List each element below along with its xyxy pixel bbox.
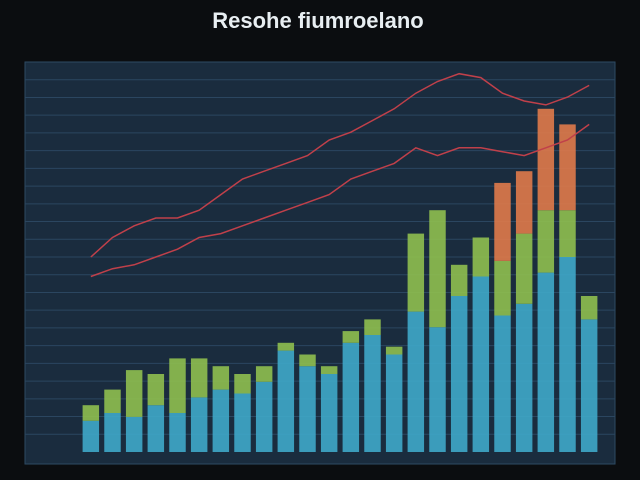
- bar-segment: [429, 327, 446, 452]
- bar-segment: [472, 237, 490, 277]
- bar-segment: [364, 335, 381, 452]
- bar-segment: [472, 276, 490, 452]
- bar-segment: [82, 405, 100, 421]
- bar-segment: [212, 389, 230, 452]
- bar-segment: [537, 272, 555, 452]
- bar-segment: [450, 264, 468, 296]
- bar-segment: [364, 319, 381, 335]
- bar-segment: [234, 374, 251, 394]
- bar-segment: [450, 296, 468, 452]
- bar-segment: [515, 171, 533, 234]
- bar-segment: [104, 413, 121, 452]
- trend-line: [90, 123, 590, 278]
- bar-segment: [537, 210, 555, 273]
- bar-segment: [255, 366, 273, 382]
- bar-segment: [385, 354, 403, 452]
- bar-segment: [147, 374, 165, 406]
- bar-segment: [494, 182, 511, 261]
- bar-segment: [342, 342, 360, 452]
- bar-segment: [320, 366, 338, 374]
- bar-segment: [147, 405, 165, 452]
- bar-segment: [255, 381, 273, 452]
- chart-title: Resohe fiumroelano: [212, 8, 423, 33]
- bar-segment: [494, 315, 511, 452]
- bar-segment: [385, 346, 403, 355]
- bar-segment: [559, 257, 576, 452]
- bar-segment: [515, 303, 533, 452]
- bar-segment: [190, 358, 208, 398]
- bar-segment: [580, 319, 598, 452]
- bar-segment: [277, 350, 295, 452]
- bar-segment: [537, 108, 555, 211]
- bar-segment: [299, 354, 316, 367]
- bar-segment: [342, 331, 360, 343]
- bar-segment: [580, 296, 598, 320]
- bar-segment: [169, 358, 186, 413]
- bar-segment: [190, 397, 208, 452]
- bar-segment: [515, 233, 533, 304]
- bar-segment: [559, 124, 576, 211]
- bar-segment: [407, 233, 425, 312]
- bar-segment: [559, 210, 576, 257]
- bar-segment: [429, 210, 446, 328]
- bar-segment: [82, 420, 100, 452]
- bar-segment: [320, 374, 338, 452]
- bar-segment: [494, 260, 511, 316]
- bar-segment: [169, 413, 186, 452]
- bar-segment: [299, 366, 316, 452]
- bar-segment: [125, 416, 143, 452]
- bar-segment: [407, 311, 425, 452]
- bar-segment: [234, 393, 251, 452]
- bar-segment: [125, 370, 143, 417]
- bar-segment: [212, 366, 230, 390]
- bar-segment: [104, 389, 121, 413]
- bar-segment: [277, 342, 295, 351]
- trend-line: [90, 72, 590, 258]
